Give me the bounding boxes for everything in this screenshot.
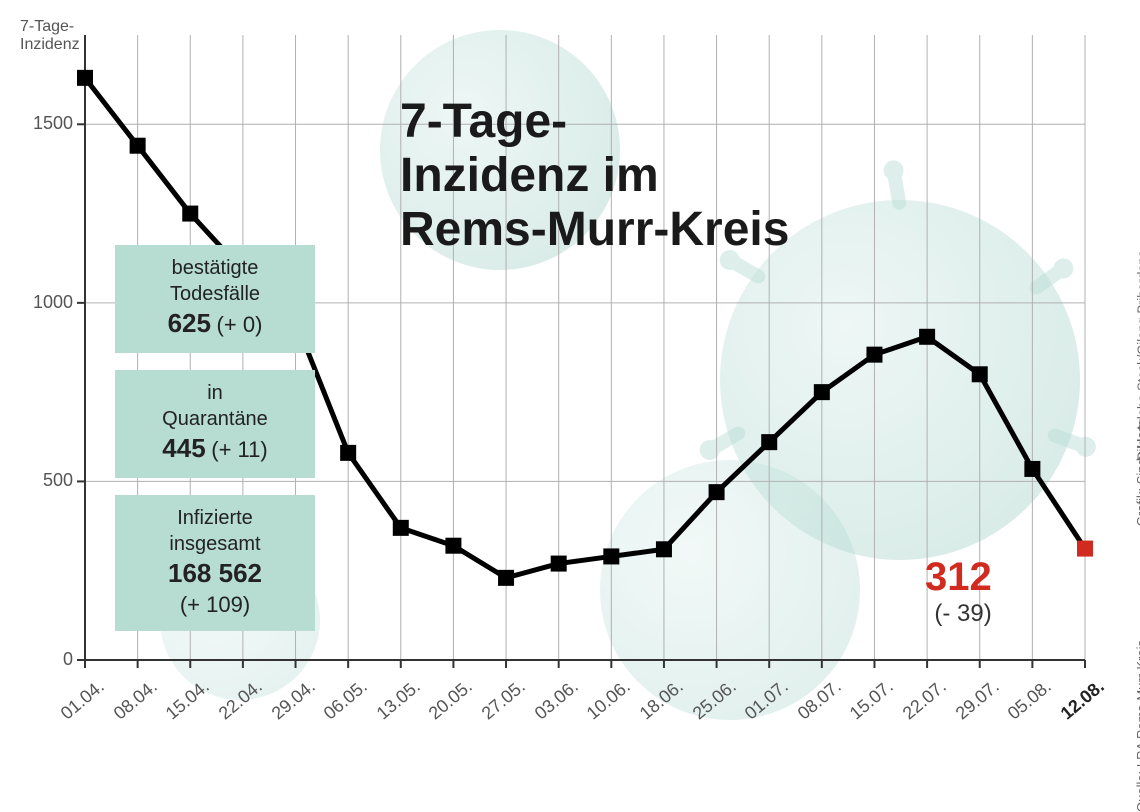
last-value-delta: (- 39) xyxy=(925,600,992,628)
credit-source: Quelle: LRA Rems-Murr-Kreis xyxy=(1134,640,1140,812)
stat-box: inQuarantäne445 (+ 11) xyxy=(115,370,315,478)
stat-label: Todesfälle xyxy=(131,281,299,307)
stat-label: in xyxy=(131,380,299,406)
stat-delta: (+ 109) xyxy=(180,592,250,617)
stat-label: Quarantäne xyxy=(131,406,299,432)
stat-label: insgesamt xyxy=(131,531,299,557)
stat-value: 625 xyxy=(168,308,211,338)
stat-box: bestätigteTodesfälle625 (+ 0) xyxy=(115,245,315,353)
credit-image: Bild: Adobe Stock/Gilang Prihardono xyxy=(1134,250,1140,460)
stat-delta: (+ 0) xyxy=(217,312,263,337)
stat-value: 445 xyxy=(162,433,205,463)
stat-delta: (+ 11) xyxy=(211,437,267,462)
y-tick-label: 500 xyxy=(0,470,73,491)
stat-box: Infizierteinsgesamt168 562 (+ 109) xyxy=(115,495,315,631)
stat-value: 168 562 xyxy=(168,558,262,588)
stat-label: Infizierte xyxy=(131,505,299,531)
y-tick-label: 0 xyxy=(0,649,73,670)
chart-title: 7-Tage-Inzidenz imRems-Murr-Kreis xyxy=(400,95,789,256)
last-value-number: 312 xyxy=(925,555,992,599)
stat-label: bestätigte xyxy=(131,255,299,281)
chart-container: 050010001500 01.04.08.04.15.04.22.04.29.… xyxy=(0,0,1140,760)
last-point-callout: 312 (- 39) xyxy=(925,555,992,628)
y-tick-label: 1000 xyxy=(0,292,73,313)
y-tick-label: 1500 xyxy=(0,113,73,134)
y-axis-title-text: 7-Tage-Inzidenz xyxy=(20,18,80,53)
chart-title-text: 7-Tage-Inzidenz imRems-Murr-Kreis xyxy=(400,95,789,256)
y-axis-title: 7-Tage-Inzidenz xyxy=(20,18,80,55)
